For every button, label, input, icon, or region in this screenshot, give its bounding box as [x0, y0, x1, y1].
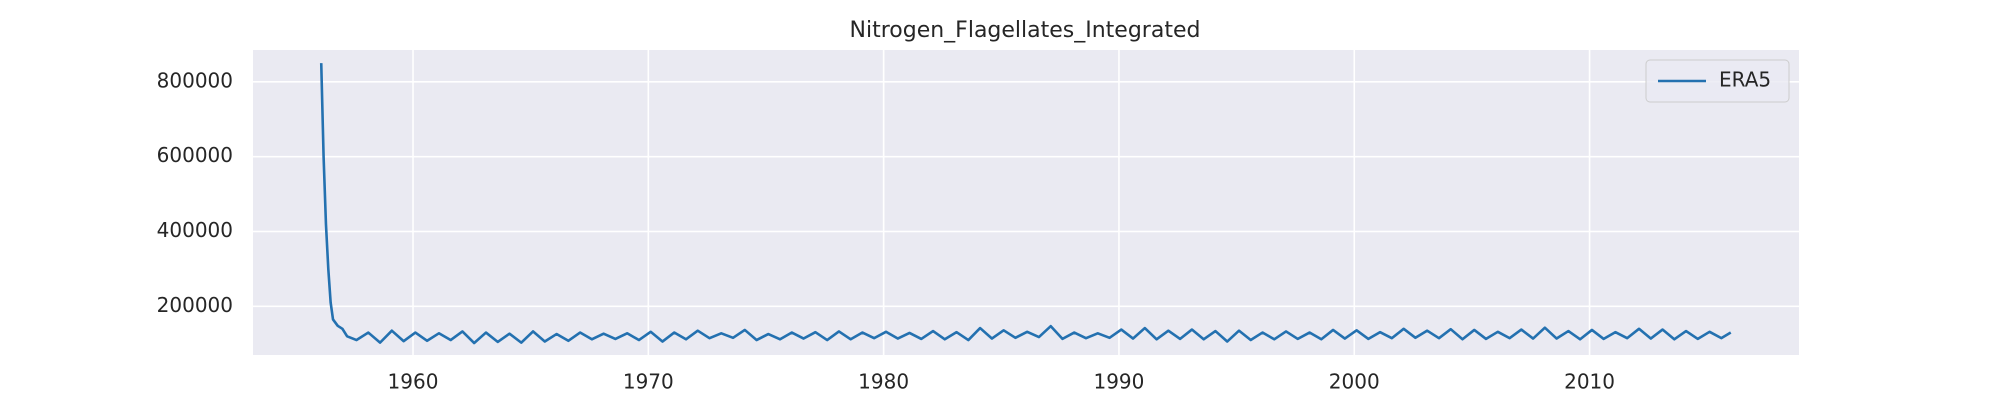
- chart-title: Nitrogen_Flagellates_Integrated: [850, 18, 1201, 43]
- x-tick-label: 1970: [623, 370, 674, 394]
- legend-box: [1645, 59, 1790, 103]
- y-tick-label: 400000: [157, 218, 233, 242]
- x-tick-label: 2000: [1329, 370, 1380, 394]
- x-tick-label: 1990: [1093, 370, 1144, 394]
- data-line: [319, 63, 1732, 345]
- y-tick-label: 200000: [157, 293, 233, 317]
- x-tick-label: 2010: [1564, 370, 1615, 394]
- legend-label: ERA5: [1719, 68, 1771, 92]
- x-tick-label: 1980: [858, 370, 909, 394]
- plot-area: [253, 50, 1799, 355]
- y-tick-label: 600000: [157, 143, 233, 167]
- y-tick-label: 800000: [157, 68, 233, 92]
- x-tick-label: 1960: [388, 370, 439, 394]
